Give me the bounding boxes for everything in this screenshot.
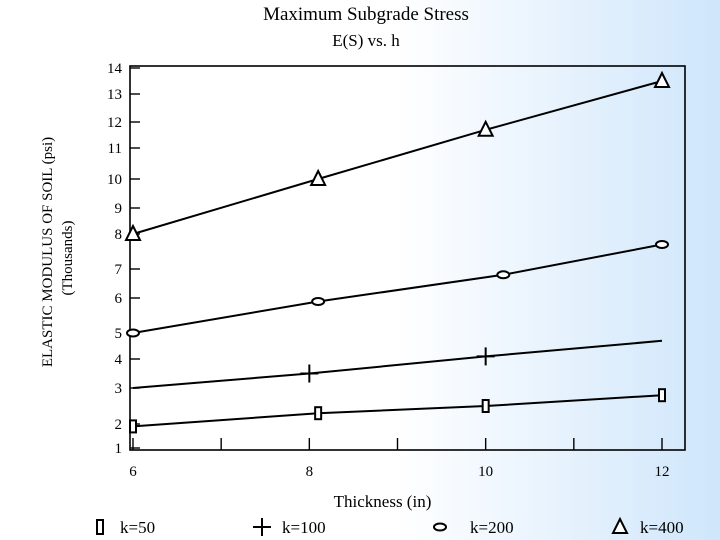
y-tick-label: 10 bbox=[107, 172, 122, 188]
data-point-k=400 bbox=[477, 119, 495, 137]
y-tick-label: 2 bbox=[115, 417, 123, 433]
y-tick-label: 11 bbox=[108, 141, 122, 157]
series-line-k=100 bbox=[132, 339, 663, 389]
data-point-k=400 bbox=[309, 168, 327, 186]
series-line-k=50 bbox=[132, 394, 663, 428]
plot-frame bbox=[129, 65, 686, 451]
y-tick-label: 7 bbox=[115, 262, 123, 278]
y-tick-label: 3 bbox=[115, 381, 123, 397]
data-point-k=200 bbox=[496, 270, 511, 280]
y-tick-label: 6 bbox=[115, 291, 123, 307]
x-axis-label: Thickness (in) bbox=[334, 492, 432, 511]
data-point-k=100 bbox=[476, 347, 495, 366]
legend-marker-k=100 bbox=[253, 518, 271, 536]
x-tick-label: 8 bbox=[306, 464, 314, 480]
x-tick-label: 12 bbox=[655, 464, 670, 480]
y-tick-label: 12 bbox=[107, 115, 122, 131]
data-point-k=100 bbox=[300, 364, 319, 383]
data-point-k=50 bbox=[129, 419, 137, 434]
legend-label-k=400: k=400 bbox=[640, 518, 684, 537]
y-tick-label: 14 bbox=[107, 61, 123, 77]
legend-marker-k=400 bbox=[611, 516, 629, 534]
legend-marker-k=50 bbox=[96, 519, 104, 535]
series-line-k=200 bbox=[132, 243, 663, 334]
y-tick-label: 9 bbox=[115, 201, 123, 217]
chart-subtitle: E(S) vs. h bbox=[332, 31, 400, 50]
y-tick-label: 4 bbox=[115, 352, 123, 368]
y-tick-label: 5 bbox=[115, 326, 123, 342]
y-tick-label: 8 bbox=[115, 227, 123, 243]
x-tick-label: 10 bbox=[478, 464, 493, 480]
legend-label-k=200: k=200 bbox=[470, 518, 514, 537]
y-tick-label: 13 bbox=[107, 87, 122, 103]
series-line-k=400 bbox=[132, 80, 663, 235]
data-point-k=50 bbox=[481, 399, 490, 413]
data-point-k=400 bbox=[124, 223, 142, 241]
chart-title: Maximum Subgrade Stress bbox=[263, 4, 469, 25]
data-point-k=400 bbox=[653, 70, 671, 88]
data-point-k=50 bbox=[314, 406, 323, 421]
data-point-k=200 bbox=[655, 240, 669, 249]
legend-label-k=100: k=100 bbox=[282, 518, 326, 537]
y-axis-label-units: (Thousands) bbox=[60, 221, 76, 296]
data-point-k=200 bbox=[126, 328, 140, 338]
data-point-k=200 bbox=[311, 297, 326, 306]
y-axis-label: ELASTIC MODULUS OF SOIL (psi) bbox=[40, 137, 56, 367]
legend-label-k=50: k=50 bbox=[120, 518, 155, 537]
x-tick-label: 6 bbox=[129, 464, 137, 480]
y-tick-label: 1 bbox=[115, 441, 123, 457]
legend-marker-k=200 bbox=[433, 522, 447, 532]
data-point-k=50 bbox=[658, 388, 666, 403]
